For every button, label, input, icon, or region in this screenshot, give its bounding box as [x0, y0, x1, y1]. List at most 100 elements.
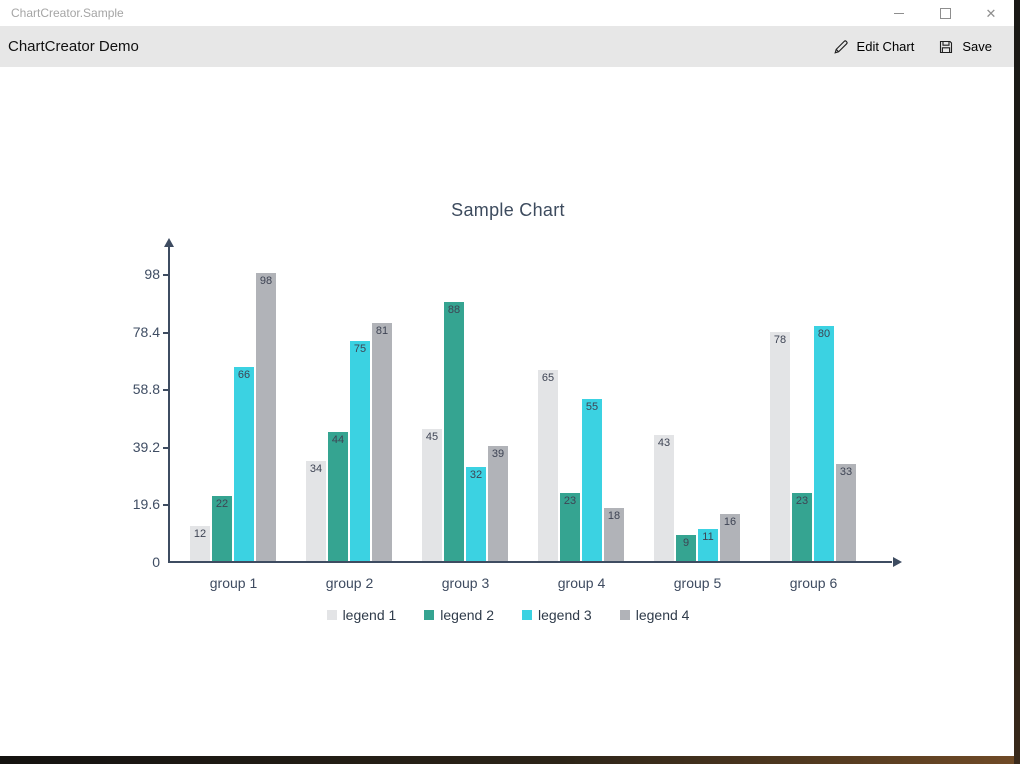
toolbar-actions: Edit Chart Save	[821, 33, 1014, 61]
window-title: ChartCreator.Sample	[11, 6, 124, 20]
legend-swatch-icon	[522, 610, 532, 620]
window-controls: ✕	[876, 0, 1014, 26]
close-icon: ✕	[985, 5, 997, 21]
bar: 45	[422, 429, 442, 561]
bar: 65	[538, 370, 558, 561]
titlebar: ChartCreator.Sample ✕	[0, 0, 1014, 26]
close-button[interactable]: ✕	[968, 0, 1014, 26]
desktop-bottom-strip	[0, 756, 1014, 764]
toolbar: ChartCreator Demo Edit Chart	[0, 26, 1014, 67]
bar: 22	[212, 496, 232, 561]
save-button[interactable]: Save	[926, 33, 1004, 61]
bar: 66	[234, 367, 254, 561]
y-axis-label: 39.2	[132, 438, 160, 455]
bar: 44	[328, 432, 348, 561]
y-axis-arrow-icon	[164, 238, 174, 247]
save-label: Save	[962, 39, 992, 54]
x-category-label: group 4	[557, 575, 606, 591]
legend-swatch-icon	[326, 610, 337, 620]
bar-value-label: 23	[563, 495, 577, 507]
bar: 23	[792, 493, 812, 561]
legend-label: legend 4	[635, 607, 690, 623]
edit-chart-button[interactable]: Edit Chart	[821, 33, 927, 61]
bar-value-label: 16	[723, 516, 737, 528]
bar-group: 45 88 32 39	[422, 302, 509, 561]
bar: 16	[720, 514, 740, 561]
chart-title: Sample Chart	[451, 200, 565, 220]
x-axis	[168, 561, 892, 563]
bar-group: 12 22 66 98	[190, 273, 277, 561]
bar-value-label: 80	[817, 328, 831, 340]
desktop-right-strip	[1014, 0, 1020, 764]
bar-value-label: 44	[331, 434, 345, 446]
bar: 75	[350, 341, 370, 561]
bar-value-label: 55	[585, 401, 599, 413]
legend-item: legend 3	[522, 607, 592, 623]
bar-value-label: 32	[469, 469, 483, 481]
legend-item: legend 4	[619, 607, 690, 623]
bar: 39	[488, 446, 508, 561]
bar-group: 65 23 55 18	[538, 370, 625, 561]
bar: 43	[654, 435, 674, 561]
edit-chart-label: Edit Chart	[856, 39, 915, 54]
legend-item: legend 1	[326, 607, 397, 623]
bar: 18	[604, 508, 624, 561]
legend-label: legend 2	[440, 607, 494, 623]
bar-value-label: 9	[682, 537, 690, 549]
y-axis-label: 78.4	[132, 323, 160, 340]
bar-value-label: 34	[309, 463, 323, 475]
bar: 23	[560, 493, 580, 561]
bar-value-label: 22	[215, 498, 229, 510]
maximize-icon	[939, 7, 951, 19]
minimize-button[interactable]	[876, 0, 922, 26]
bar: 33	[836, 464, 856, 561]
bar: 11	[698, 529, 718, 561]
bar-group: 34 44 75 81	[306, 323, 393, 561]
legend-swatch-icon	[424, 610, 435, 620]
bar: 98	[256, 273, 276, 561]
y-axis-label: 98	[144, 266, 160, 282]
y-axis-tick	[163, 331, 168, 334]
x-category-label: group 3	[441, 575, 490, 591]
x-category-label: group 1	[209, 575, 258, 591]
y-axis	[168, 247, 170, 563]
bar-value-label: 81	[375, 325, 389, 337]
x-category-label: group 2	[325, 575, 374, 591]
bar-group: 43 9 11 16	[654, 435, 741, 561]
bar-value-label: 65	[541, 372, 555, 384]
bar-group: 78 23 80 33	[770, 326, 857, 561]
bar-value-label: 39	[491, 448, 505, 460]
bar: 12	[190, 526, 210, 561]
legend: legend 1 legend 2 legend 3 legend 4	[128, 607, 888, 623]
bar: 55	[582, 399, 602, 561]
y-axis-tick	[163, 504, 168, 507]
bar: 32	[466, 467, 486, 561]
bar-value-label: 45	[425, 431, 439, 443]
bar: 88	[444, 302, 464, 561]
bar: 80	[814, 326, 834, 561]
bar: 78	[770, 332, 790, 561]
bar-value-label: 78	[773, 334, 787, 346]
bar-value-label: 12	[193, 528, 207, 540]
y-axis-label: 58.8	[132, 381, 160, 398]
bar-value-label: 43	[657, 437, 671, 449]
bar-value-label: 75	[353, 343, 367, 355]
legend-item: legend 2	[424, 607, 494, 623]
y-axis-tick	[163, 389, 168, 392]
y-axis-tick	[163, 446, 168, 449]
bar: 81	[372, 323, 392, 561]
y-axis-tick	[163, 274, 168, 276]
toolbar-title: ChartCreator Demo	[8, 38, 139, 55]
bar-value-label: 88	[447, 304, 461, 316]
bar-value-label: 11	[702, 531, 714, 543]
bar: 9	[676, 535, 696, 561]
maximize-button[interactable]	[922, 0, 968, 26]
legend-swatch-icon	[619, 610, 630, 620]
legend-label: legend 3	[538, 607, 592, 623]
y-axis-label: 19.6	[132, 496, 160, 513]
bar-value-label: 33	[839, 466, 853, 478]
x-category-label: group 5	[673, 575, 722, 591]
legend-label: legend 1	[342, 607, 397, 623]
x-axis-arrow-icon	[893, 557, 902, 567]
